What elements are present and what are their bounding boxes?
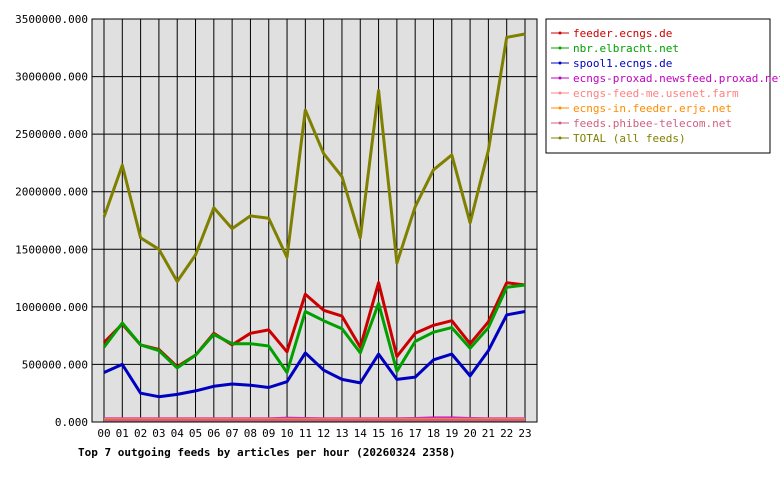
y-axis-ticks: 0.000 500000.000 1000000.000 1500000.000 200… [15, 13, 88, 429]
legend-marker [558, 46, 562, 50]
chart-title: Top 7 outgoing feeds by articles per hou… [78, 446, 456, 459]
legend-label: feeds.phibee-telecom.net [573, 117, 732, 130]
x-tick-label: 20 [463, 427, 476, 440]
legend-label: TOTAL (all feeds) [573, 132, 686, 145]
x-tick-label: 22 [500, 427, 513, 440]
legend: feeder.ecngs.de nbr.elbracht.net spool1.ec… [545, 18, 780, 154]
x-tick-label: 18 [427, 427, 440, 440]
x-tick-label: 04 [171, 427, 185, 440]
x-tick-label: 14 [354, 427, 368, 440]
x-tick-label: 06 [207, 427, 220, 440]
x-tick-label: 09 [262, 427, 275, 440]
series-lines [102, 32, 526, 422]
legend-marker [558, 31, 562, 35]
y-tick-label: 500000.000 [22, 358, 88, 371]
x-tick-label: 08 [244, 427, 257, 440]
legend-label: feeder.ecngs.de [573, 27, 672, 40]
y-tick-label: 2500000.000 [15, 128, 88, 141]
y-tick-label: 0.000 [55, 416, 88, 429]
y-tick-label: 1000000.000 [15, 301, 88, 314]
legend-box [545, 18, 771, 154]
series-line [103, 310, 526, 399]
x-tick-label: 13 [335, 427, 348, 440]
y-tick-label: 3000000.000 [15, 71, 88, 84]
legend-label: ecngs-feed-me.usenet.farm [573, 87, 739, 100]
legend-marker [558, 61, 562, 65]
y-tick-label: 1500000.000 [15, 243, 88, 256]
x-tick-label: 02 [134, 427, 147, 440]
x-tick-label: 12 [317, 427, 330, 440]
legend-label: spool1.ecngs.de [573, 57, 672, 70]
y-tick-label: 3500000.000 [15, 13, 88, 26]
legend-label: ecngs-proxad.newsfeed.proxad.net [573, 72, 780, 85]
x-tick-label: 10 [280, 427, 293, 440]
plot-border [91, 18, 538, 423]
series-line [102, 283, 526, 374]
x-tick-label: 01 [116, 427, 129, 440]
legend-marker [558, 106, 562, 110]
x-tick-label: 11 [299, 427, 312, 440]
legend-marker [558, 136, 562, 140]
x-tick-label: 23 [518, 427, 531, 440]
series-line [102, 32, 526, 283]
x-tick-label: 05 [189, 427, 202, 440]
x-tick-label: 19 [445, 427, 458, 440]
legend-label: ecngs-in.feeder.erje.net [573, 102, 732, 115]
x-tick-label: 07 [226, 427, 239, 440]
x-tick-label: 21 [482, 427, 495, 440]
x-tick-label: 16 [390, 427, 403, 440]
legend-marker [558, 91, 562, 95]
legend-marker [558, 76, 562, 80]
y-tick-label: 2000000.000 [15, 186, 88, 199]
x-tick-label: 00 [97, 427, 110, 440]
legend-label: nbr.elbracht.net [573, 42, 679, 55]
legend-marker [558, 121, 562, 125]
x-axis-ticks: 00 01 02 03 04 05 06 07 08 09 10 11 12 13 14 15 16 17 18 19… [97, 427, 531, 440]
x-tick-label: 17 [409, 427, 422, 440]
x-tick-label: 15 [372, 427, 385, 440]
x-tick-label: 03 [152, 427, 165, 440]
